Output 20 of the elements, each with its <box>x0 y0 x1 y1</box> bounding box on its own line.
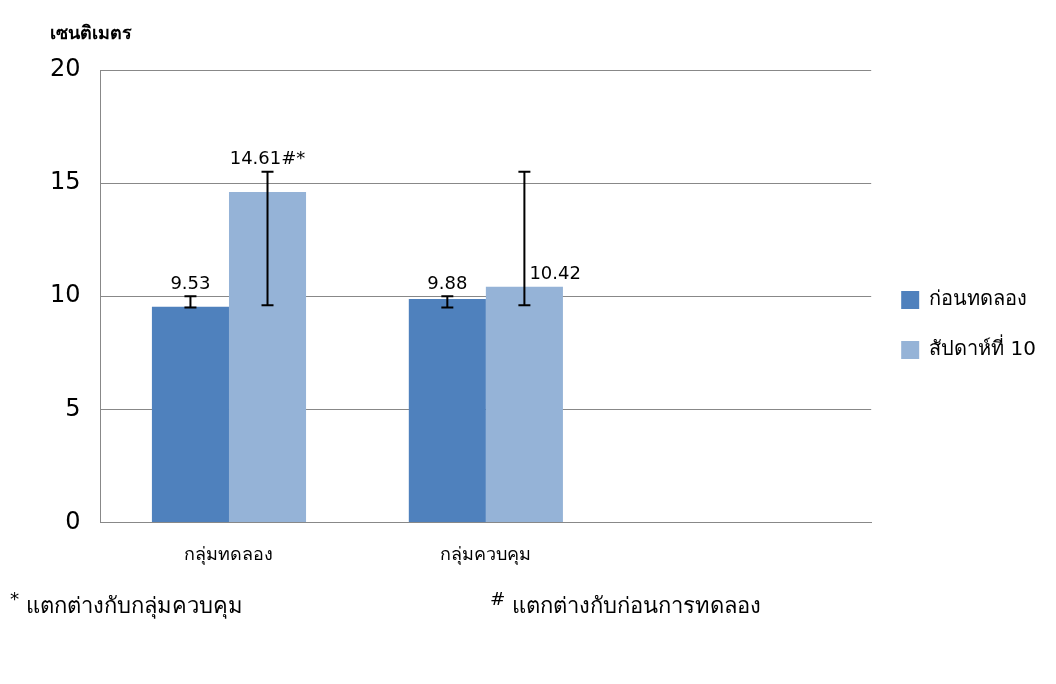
data-label: 14.61#* <box>229 147 306 169</box>
data-label: 9.53 <box>170 271 211 293</box>
bar <box>408 298 486 522</box>
data-label: 10.42 <box>529 262 581 284</box>
legend-label: ก่อนทดลอง <box>929 286 1028 311</box>
y-tick-label: 5 <box>65 393 81 422</box>
y-tick-label: 20 <box>49 54 81 83</box>
x-tick-label: กลุ่มควบคุม <box>440 542 532 565</box>
bar <box>151 306 229 522</box>
text: $^{#}$ แตกต่างกับก่อนการทดลอง <box>490 588 762 621</box>
bar <box>485 286 563 522</box>
bar <box>228 191 307 522</box>
y-tick-label: 10 <box>49 280 81 309</box>
y-axis-title: เซนติเมตร <box>50 21 132 45</box>
x-tick-label: กลุ่มทดลอง <box>184 542 274 565</box>
legend-label: สัปดาห์ที่ 10 <box>929 334 1037 361</box>
y-tick-label: 0 <box>65 506 81 535</box>
data-label: 9.88 <box>427 271 468 293</box>
y-tick-label: 15 <box>49 167 81 196</box>
text: $^{*}$ แตกต่างกับกลุ่มควบคุม <box>10 588 244 621</box>
